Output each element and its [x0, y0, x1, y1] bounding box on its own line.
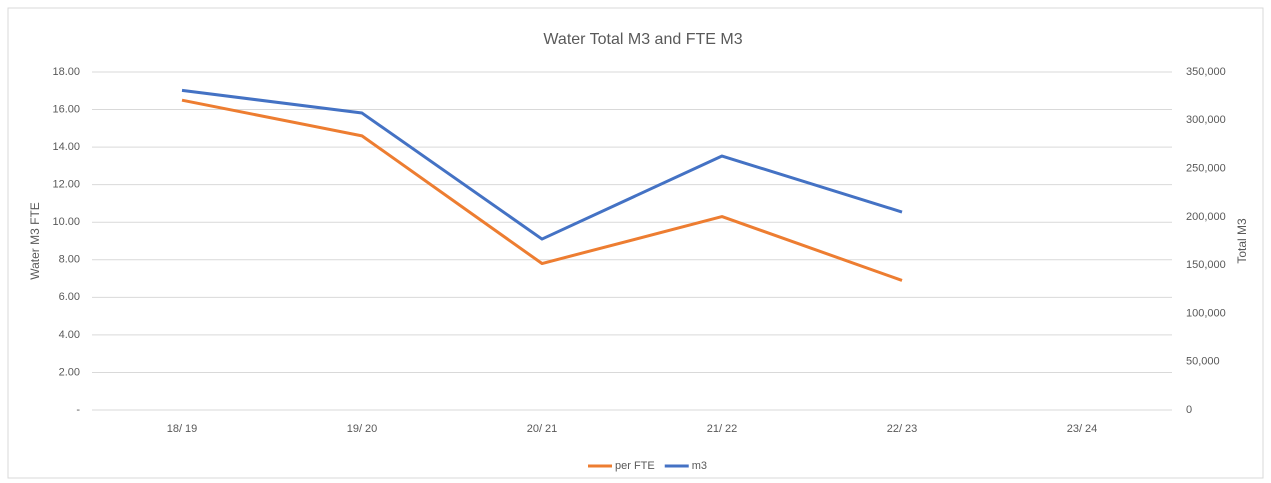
y-tick-label: 4.00	[59, 329, 80, 341]
y2-tick-label: 300,000	[1186, 114, 1226, 126]
y-tick-label: 8.00	[59, 254, 80, 266]
x-tick-label: 22/ 23	[887, 423, 918, 435]
x-tick-label: 19/ 20	[347, 423, 378, 435]
y2-tick-label: 350,000	[1186, 66, 1226, 78]
y-tick-label: 10.00	[52, 216, 80, 228]
x-tick-label: 21/ 22	[707, 423, 738, 435]
y-tick-label: 14.00	[52, 141, 80, 153]
y2-tick-label: 0	[1186, 404, 1192, 416]
y2-tick-label: 250,000	[1186, 162, 1226, 174]
x-tick-label: 23/ 24	[1067, 423, 1098, 435]
line-series	[181, 98, 903, 282]
legend-label: per FTE	[615, 460, 655, 472]
y-axis-title: Water M3 FTE	[28, 202, 42, 280]
y-tick-label: 12.00	[52, 179, 80, 191]
legend-label: m3	[692, 460, 707, 472]
line-series	[181, 88, 903, 241]
y-tick-label: 6.00	[59, 291, 80, 303]
y2-tick-label: 100,000	[1186, 307, 1226, 319]
x-tick-label: 18/ 19	[167, 423, 198, 435]
y2-tick-label: 150,000	[1186, 259, 1226, 271]
y-tick-label: 18.00	[52, 66, 80, 78]
chart-title: Water Total M3 and FTE M3	[543, 31, 742, 48]
y2-tick-label: 200,000	[1186, 211, 1226, 223]
y2-tick-label: 50,000	[1186, 356, 1220, 368]
x-tick-label: 20/ 21	[527, 423, 558, 435]
chart-border	[7, 7, 1264, 479]
y-tick-label: -	[76, 404, 80, 416]
y2-axis-title: Total M3	[1235, 218, 1249, 264]
y-tick-label: 2.00	[59, 366, 80, 378]
y-tick-label: 16.00	[52, 103, 80, 115]
